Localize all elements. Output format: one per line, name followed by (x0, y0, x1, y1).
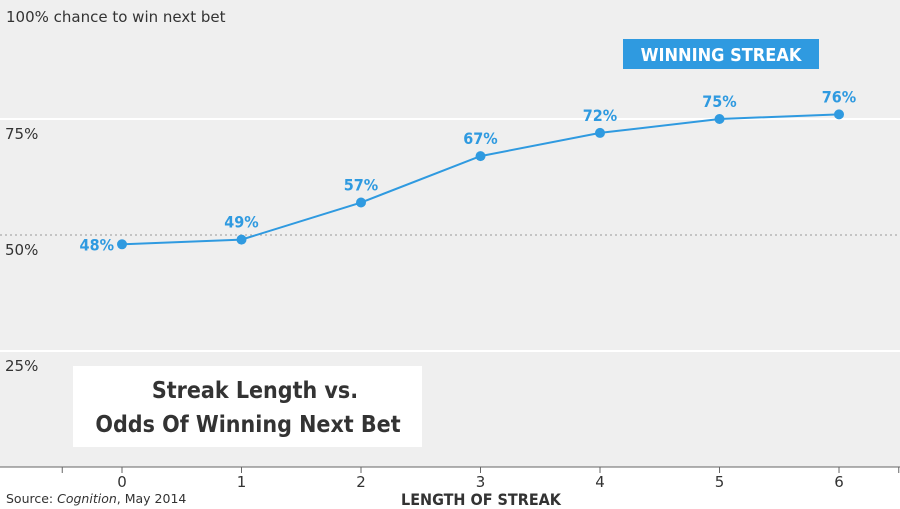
data-point (356, 197, 366, 208)
data-point (714, 114, 725, 124)
x-tick-label: 4 (595, 473, 605, 491)
y-tick-labels: 75% 50% 25% (5, 125, 38, 375)
chart-title-box: Streak Length vs. Odds Of Winning Next B… (73, 366, 422, 447)
x-tick-label: 1 (237, 473, 247, 491)
source-note: Source: Cognition, May 2014 (6, 491, 186, 506)
x-tick-label: 2 (356, 473, 366, 491)
data-point (236, 234, 247, 245)
gridlines (0, 118, 900, 352)
data-label: 67% (463, 129, 497, 148)
y-axis-title: 100% chance to win next bet (6, 8, 226, 26)
data-label: 72% (583, 106, 617, 125)
data-point (117, 239, 127, 250)
x-axis: 0 1 2 3 4 5 6 (0, 466, 900, 491)
x-tick-label: 5 (715, 473, 725, 491)
data-point (475, 151, 486, 162)
source-suffix: , May 2014 (117, 491, 187, 506)
x-axis-label: LENGTH OF STREAK (401, 490, 562, 509)
legend-label: WINNING STREAK (641, 45, 803, 66)
data-point (595, 127, 605, 138)
legend-badge (623, 39, 819, 69)
series-winning-streak: 48% 49% 57% 67% 72% 75% 76% (80, 87, 857, 254)
data-point (834, 109, 844, 120)
x-tick-label: 0 (117, 473, 127, 491)
data-label: 48% (80, 235, 114, 254)
source-publication: Cognition (57, 491, 117, 506)
y-tick-label: 50% (5, 241, 38, 259)
legend: WINNING STREAK (623, 39, 819, 69)
x-tick-label: 3 (476, 473, 486, 491)
data-label: 75% (702, 92, 736, 111)
data-label: 57% (344, 176, 378, 195)
y-tick-label: 25% (5, 357, 38, 375)
x-tick-label: 6 (834, 473, 844, 491)
chart-title-line-2: Odds Of Winning Next Bet (95, 412, 400, 438)
data-label: 49% (224, 213, 258, 232)
chart-title-line-1: Streak Length vs. (152, 378, 358, 404)
chart-title-background (73, 366, 422, 447)
source-prefix: Source: (6, 491, 57, 506)
y-tick-label: 75% (5, 125, 38, 143)
data-label: 76% (822, 87, 856, 106)
